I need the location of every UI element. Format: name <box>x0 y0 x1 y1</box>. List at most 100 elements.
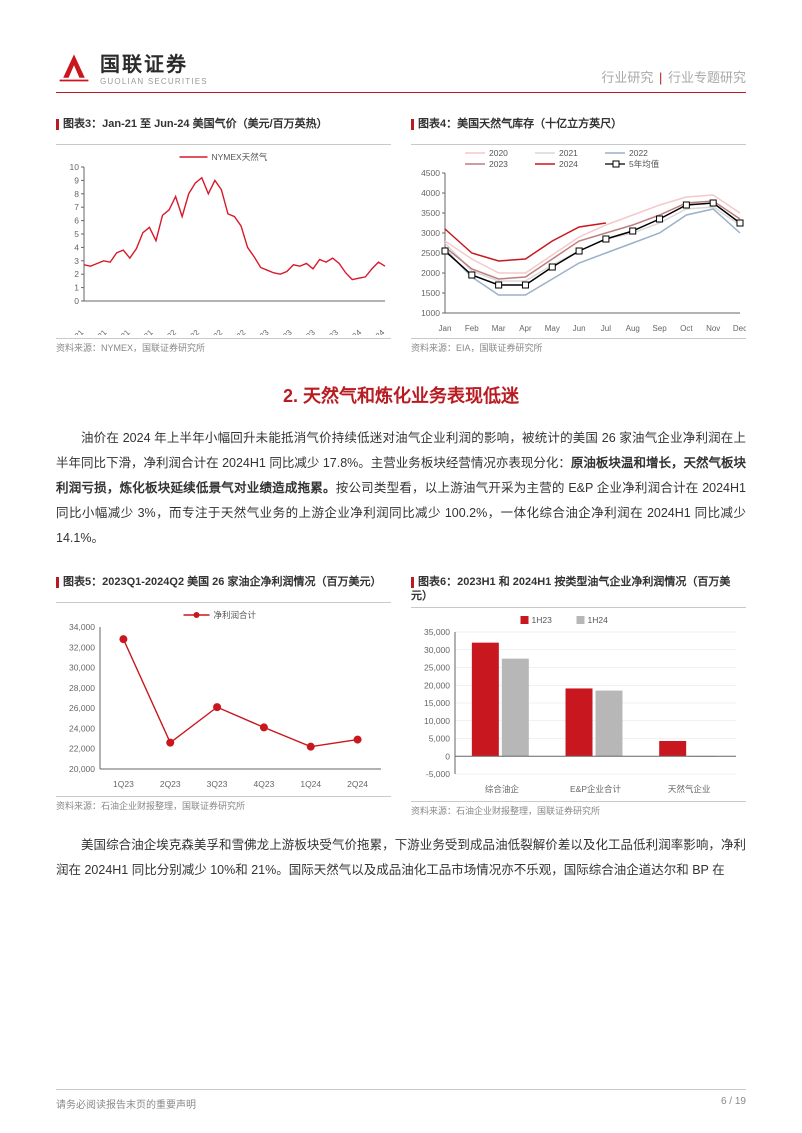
para2-a: 美国综合油企埃克森美孚和雪佛龙上游板块受气价拖累，下游业务受到成品油低裂解价差以… <box>56 838 746 877</box>
svg-text:天然气企业: 天然气企业 <box>668 784 711 794</box>
svg-text:Jul-23: Jul-23 <box>295 328 317 335</box>
svg-text:15,000: 15,000 <box>424 698 450 708</box>
charts-row-1: 图表3：Jan-21 至 Jun-24 美国气价（美元/百万英热） NYMEX天… <box>56 117 746 354</box>
svg-text:1Q24: 1Q24 <box>300 779 321 789</box>
svg-text:20,000: 20,000 <box>424 680 450 690</box>
breadcrumb: 行业研究 | 行业专题研究 <box>601 67 746 86</box>
chart4-title: 图表4：美国天然气库存（十亿立方英尺） <box>418 118 622 130</box>
chart5-box: 图表5：2023Q1-2024Q2 美国 26 家油企净利润情况（百万美元） 净… <box>56 575 391 817</box>
svg-text:Apr-21: Apr-21 <box>85 328 109 335</box>
svg-text:综合油企: 综合油企 <box>485 784 520 794</box>
svg-text:10,000: 10,000 <box>424 715 450 725</box>
charts-row-2: 图表5：2023Q1-2024Q2 美国 26 家油企净利润情况（百万美元） 净… <box>56 575 746 817</box>
svg-text:22,000: 22,000 <box>69 744 95 754</box>
svg-text:Mar: Mar <box>492 324 506 333</box>
svg-text:25,000: 25,000 <box>424 662 450 672</box>
svg-text:Jan-23: Jan-23 <box>247 328 271 335</box>
chart5-title: 图表5：2023Q1-2024Q2 美国 26 家油企净利润情况（百万美元） <box>63 576 381 588</box>
body-paragraph-2: 美国综合油企埃克森美孚和雪佛龙上游板块受气价拖累，下游业务受到成品油低裂解价差以… <box>56 833 746 883</box>
svg-text:3000: 3000 <box>421 228 440 238</box>
chart4-box: 图表4：美国天然气库存（十亿立方英尺） 2020 2021 2022 2023 2024… <box>411 117 746 354</box>
svg-text:8: 8 <box>74 189 79 199</box>
svg-text:Jul: Jul <box>601 324 611 333</box>
breadcrumb-separator-icon: | <box>659 70 662 85</box>
chart3-canvas: NYMEX天然气012345678910Jan-21Apr-21Jul-21Oc… <box>56 145 391 335</box>
svg-text:6: 6 <box>74 216 79 226</box>
svg-text:Oct-22: Oct-22 <box>224 328 248 335</box>
svg-text:3: 3 <box>74 256 79 266</box>
svg-text:2024: 2024 <box>559 159 578 169</box>
svg-text:Apr-22: Apr-22 <box>178 328 202 335</box>
svg-text:1000: 1000 <box>421 308 440 318</box>
svg-text:Jan: Jan <box>439 324 452 333</box>
svg-text:5年均值: 5年均值 <box>629 159 660 169</box>
svg-text:4000: 4000 <box>421 188 440 198</box>
svg-text:1H23: 1H23 <box>532 615 553 625</box>
chart6-canvas: 1H231H24-5,00005,00010,00015,00020,00025… <box>411 608 746 798</box>
svg-text:2000: 2000 <box>421 268 440 278</box>
section-heading: 2. 天然气和炼化业务表现低迷 <box>56 382 746 408</box>
breadcrumb-left: 行业研究 <box>601 70 653 85</box>
svg-text:Nov: Nov <box>706 324 720 333</box>
svg-text:2020: 2020 <box>489 148 508 158</box>
svg-text:Jul-22: Jul-22 <box>203 328 225 335</box>
svg-text:24,000: 24,000 <box>69 723 95 733</box>
logo-text-cn: 国联证券 <box>100 48 208 77</box>
svg-text:Sep: Sep <box>652 324 667 333</box>
svg-text:3Q23: 3Q23 <box>207 779 228 789</box>
svg-text:0: 0 <box>74 296 79 306</box>
svg-text:34,000: 34,000 <box>69 622 95 632</box>
svg-text:4Q23: 4Q23 <box>254 779 275 789</box>
svg-text:净利润合计: 净利润合计 <box>214 610 257 620</box>
svg-text:Apr: Apr <box>519 324 532 333</box>
chart3-title: 图表3：Jan-21 至 Jun-24 美国气价（美元/百万英热） <box>63 118 328 130</box>
svg-text:Apr-23: Apr-23 <box>270 328 294 335</box>
svg-text:5: 5 <box>74 229 79 239</box>
chart5-canvas: 净利润合计20,00022,00024,00026,00028,00030,00… <box>56 603 391 793</box>
svg-text:Oct: Oct <box>680 324 693 333</box>
svg-text:Oct-23: Oct-23 <box>317 328 341 335</box>
svg-text:4: 4 <box>74 242 79 252</box>
chart4-source: 资料来源：EIA，国联证券研究所 <box>411 338 746 354</box>
svg-text:35,000: 35,000 <box>424 627 450 637</box>
svg-text:30,000: 30,000 <box>69 663 95 673</box>
svg-text:Dec: Dec <box>733 324 746 333</box>
chart6-title: 图表6：2023H1 和 2024H1 按类型油气企业净利润情况（百万美元） <box>411 576 730 602</box>
svg-text:7: 7 <box>74 202 79 212</box>
footer-disclaimer: 请务必阅读报告末页的重要声明 <box>56 1096 196 1111</box>
svg-text:1Q23: 1Q23 <box>113 779 134 789</box>
svg-text:Aug: Aug <box>626 324 640 333</box>
svg-text:2022: 2022 <box>629 148 648 158</box>
footer-page-number: 6 / 19 <box>721 1096 746 1111</box>
svg-text:1: 1 <box>74 283 79 293</box>
svg-text:0: 0 <box>445 751 450 761</box>
chart3-source: 资料来源：NYMEX，国联证券研究所 <box>56 338 391 354</box>
chart6-source: 资料来源：石油企业财报整理，国联证券研究所 <box>411 801 746 817</box>
svg-text:Oct-21: Oct-21 <box>132 328 156 335</box>
svg-text:Jun: Jun <box>573 324 586 333</box>
svg-text:28,000: 28,000 <box>69 683 95 693</box>
chart5-source: 资料来源：石油企业财报整理，国联证券研究所 <box>56 796 391 812</box>
svg-text:Jul-21: Jul-21 <box>110 328 132 335</box>
svg-text:5,000: 5,000 <box>429 733 451 743</box>
svg-text:2021: 2021 <box>559 148 578 158</box>
svg-text:Apr-24: Apr-24 <box>363 328 387 335</box>
logo-block: 国联证券 GUOLIAN SECURITIES <box>56 48 208 86</box>
svg-text:Jan-21: Jan-21 <box>62 328 86 335</box>
svg-text:20,000: 20,000 <box>69 764 95 774</box>
logo-text-en: GUOLIAN SECURITIES <box>100 77 208 86</box>
body-paragraph-1: 油价在 2024 年上半年小幅回升未能抵消气价持续低迷对油气企业利润的影响，被统… <box>56 426 746 551</box>
svg-text:May: May <box>545 324 560 333</box>
svg-text:NYMEX天然气: NYMEX天然气 <box>212 152 268 162</box>
svg-text:-5,000: -5,000 <box>426 769 450 779</box>
svg-text:2Q24: 2Q24 <box>347 779 368 789</box>
breadcrumb-right: 行业专题研究 <box>668 70 746 85</box>
svg-text:32,000: 32,000 <box>69 642 95 652</box>
svg-text:2023: 2023 <box>489 159 508 169</box>
svg-text:9: 9 <box>74 175 79 185</box>
logo-icon <box>56 49 92 85</box>
page-header: 国联证券 GUOLIAN SECURITIES 行业研究 | 行业专题研究 <box>56 48 746 93</box>
chart4-canvas: 202020212022202320245年均值1000150020002500… <box>411 145 746 335</box>
svg-text:E&P企业合计: E&P企业合计 <box>570 784 622 794</box>
page-footer: 请务必阅读报告末页的重要声明 6 / 19 <box>56 1089 746 1111</box>
